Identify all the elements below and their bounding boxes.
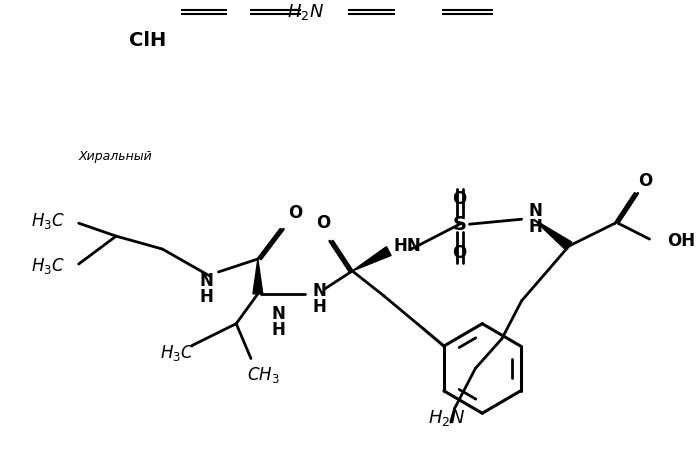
Text: H: H bbox=[199, 288, 213, 306]
Text: $H_2N$: $H_2N$ bbox=[286, 2, 323, 22]
Text: H: H bbox=[272, 321, 286, 339]
Polygon shape bbox=[352, 247, 391, 271]
Text: OH: OH bbox=[667, 232, 695, 250]
Text: O: O bbox=[452, 190, 467, 208]
Text: $H_3C$: $H_3C$ bbox=[32, 211, 65, 231]
Text: N: N bbox=[528, 202, 542, 220]
Text: O: O bbox=[638, 172, 652, 190]
Text: O: O bbox=[288, 204, 302, 222]
Text: $CH_3$: $CH_3$ bbox=[248, 366, 280, 385]
Text: S: S bbox=[453, 215, 467, 234]
Text: H: H bbox=[313, 298, 327, 316]
Text: Хиральный: Хиральный bbox=[78, 150, 153, 163]
Polygon shape bbox=[253, 259, 262, 294]
Polygon shape bbox=[533, 219, 572, 250]
Text: O: O bbox=[452, 244, 467, 262]
Text: HN: HN bbox=[393, 237, 421, 255]
Text: H: H bbox=[528, 218, 542, 236]
Text: N: N bbox=[272, 305, 286, 323]
Text: $H_3C$: $H_3C$ bbox=[160, 343, 195, 362]
Text: N: N bbox=[199, 272, 213, 290]
Text: O: O bbox=[316, 214, 330, 232]
Text: $H_2N$: $H_2N$ bbox=[428, 408, 466, 428]
Text: N: N bbox=[313, 282, 327, 300]
Text: $H_3C$: $H_3C$ bbox=[32, 256, 65, 276]
Text: ClH: ClH bbox=[129, 30, 167, 50]
